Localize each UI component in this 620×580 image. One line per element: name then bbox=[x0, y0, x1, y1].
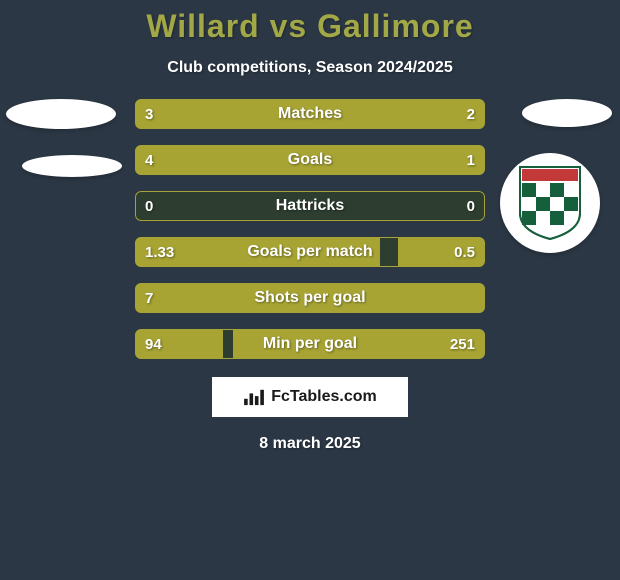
player-left-avatar-1 bbox=[6, 99, 116, 129]
stat-bar: 32Matches bbox=[135, 99, 485, 129]
shield-icon bbox=[515, 165, 585, 241]
comparison-area: 32Matches 41Goals 00Hattricks 1.330.5Goals … bbox=[0, 99, 620, 359]
bars-column: 32Matches 41Goals 00Hattricks 1.330.5Goals … bbox=[135, 99, 485, 375]
player-right-avatar bbox=[522, 99, 612, 127]
date-line: 8 march 2025 bbox=[0, 435, 620, 453]
club-crest bbox=[500, 153, 600, 253]
sponsor-text: FcTables.com bbox=[271, 388, 377, 406]
stat-bar: 1.330.5Goals per match bbox=[135, 237, 485, 267]
bar-chart-icon bbox=[243, 388, 265, 406]
stat-bar: 94251Min per goal bbox=[135, 329, 485, 359]
stat-bar: 41Goals bbox=[135, 145, 485, 175]
stat-bar: 00Hattricks bbox=[135, 191, 485, 221]
sponsor-badge: FcTables.com bbox=[212, 377, 408, 417]
player-left-avatar-2 bbox=[22, 155, 122, 177]
stat-bar: 7Shots per goal bbox=[135, 283, 485, 313]
page-subtitle: Club competitions, Season 2024/2025 bbox=[0, 59, 620, 77]
comparison-infographic: Willard vs Gallimore Club competitions, … bbox=[0, 0, 620, 580]
page-title: Willard vs Gallimore bbox=[0, 8, 620, 45]
